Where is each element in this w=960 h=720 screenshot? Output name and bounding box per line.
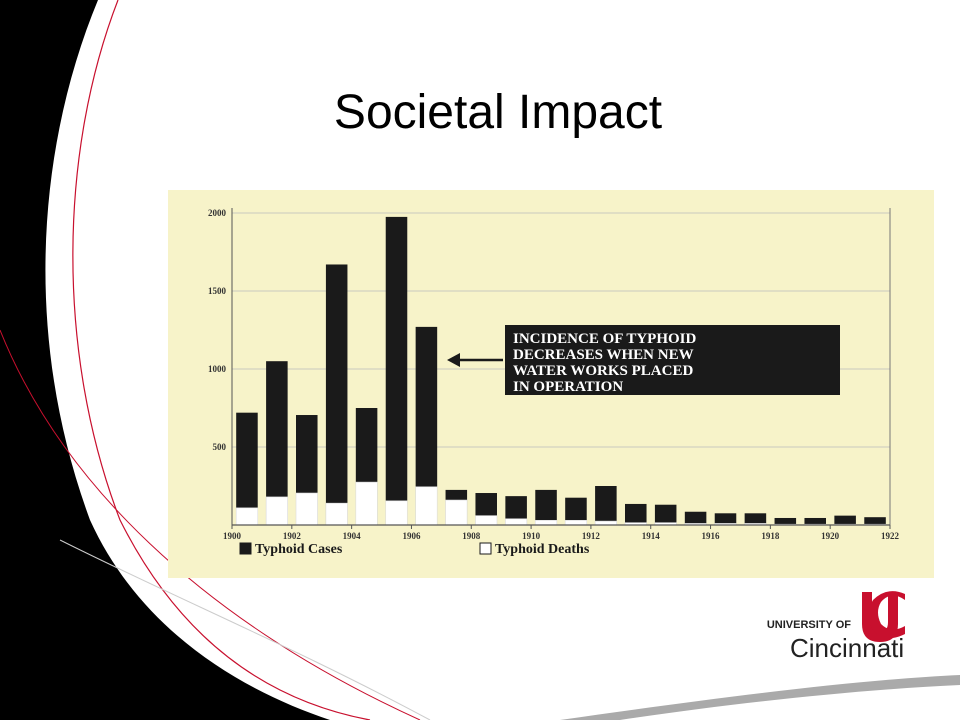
legend-swatch <box>239 542 252 555</box>
bar <box>864 517 886 525</box>
bar <box>385 216 408 525</box>
logo-mark <box>868 591 905 639</box>
x-tick-label: 1920 <box>821 531 840 541</box>
bar <box>834 515 856 525</box>
bar <box>385 500 408 526</box>
bar <box>684 511 707 525</box>
slide-title: Societal Impact <box>334 86 662 139</box>
annotation-text: INCIDENCE OF TYPHOID <box>513 331 697 347</box>
plot: 500 1000 1500 2000 1900 1902 1904 1906 1908 1910 1… <box>208 208 900 557</box>
bar <box>625 503 647 525</box>
y-tick-label: 2000 <box>208 208 227 218</box>
bar <box>415 326 438 525</box>
bar <box>744 513 767 525</box>
bar <box>774 517 797 525</box>
x-tick-label: 1906 <box>402 531 421 541</box>
annotation-box <box>505 325 840 395</box>
x-tick-label: 1918 <box>761 531 780 541</box>
legend-label: Typhoid Deaths <box>495 542 590 557</box>
x-tick-label: 1910 <box>522 531 541 541</box>
logo: UNIVERSITY OF Cincinnati <box>767 591 905 663</box>
bar <box>804 517 826 525</box>
y-tick-label: 1000 <box>208 364 227 374</box>
bar <box>714 513 737 525</box>
bar <box>654 504 677 525</box>
x-tick-label: 1912 <box>582 531 601 541</box>
bar <box>415 486 438 526</box>
decor-swoosh <box>560 675 960 720</box>
logo-text: UNIVERSITY OF <box>767 619 851 631</box>
y-tick-label: 500 <box>213 442 227 452</box>
annotation-text: WATER WORKS PLACED <box>513 363 693 379</box>
bar <box>564 520 588 526</box>
decor-line <box>72 0 371 720</box>
bar <box>445 499 468 526</box>
bar <box>235 507 259 526</box>
annotation-text: DECREASES WHEN NEW <box>513 347 694 363</box>
decor-line <box>59 539 431 720</box>
annotation-arrowhead <box>447 353 460 367</box>
x-tick-label: 1904 <box>343 531 362 541</box>
x-tick-label: 1916 <box>702 531 721 541</box>
bar <box>325 502 348 526</box>
bar <box>475 515 498 526</box>
bar <box>266 361 288 525</box>
bar <box>295 492 318 526</box>
x-tick-label: 1900 <box>223 531 242 541</box>
bar <box>534 520 558 526</box>
bar <box>505 496 527 525</box>
bar <box>236 412 258 525</box>
x-tick-label: 1914 <box>642 531 661 541</box>
decor-line <box>0 329 421 720</box>
bar <box>535 489 557 525</box>
x-tick-label: 1922 <box>881 531 900 541</box>
annotation-text: IN OPERATION <box>513 379 623 395</box>
bar <box>355 481 378 526</box>
bar <box>265 496 288 526</box>
legend-swatch <box>479 542 492 555</box>
decor-swoosh <box>0 0 330 720</box>
y-tick-label: 1500 <box>208 286 227 296</box>
bar <box>595 486 617 525</box>
bar <box>565 497 587 525</box>
bar <box>505 518 528 526</box>
bar <box>325 264 348 525</box>
logo-text: Cincinnati <box>790 633 904 663</box>
x-tick-label: 1902 <box>283 531 302 541</box>
x-tick-label: 1908 <box>462 531 481 541</box>
legend-label: Typhoid Cases <box>255 542 343 557</box>
